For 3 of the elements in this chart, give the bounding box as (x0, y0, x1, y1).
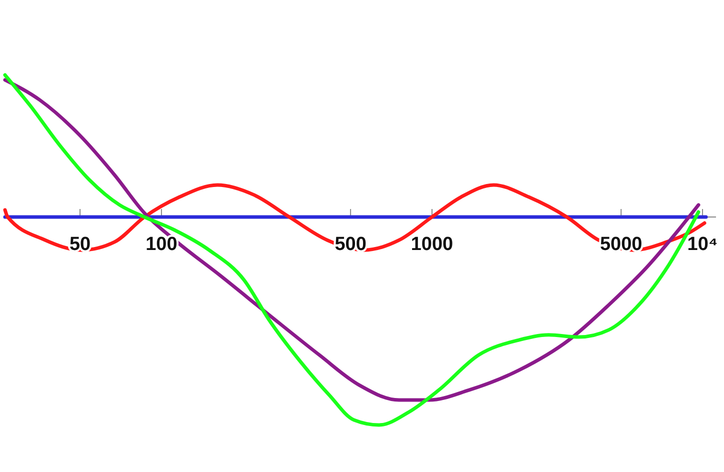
x-tick-label: 1000 (410, 234, 454, 255)
x-tick-label: 10⁴ (687, 234, 718, 255)
x-tick-label: 100 (146, 234, 178, 255)
